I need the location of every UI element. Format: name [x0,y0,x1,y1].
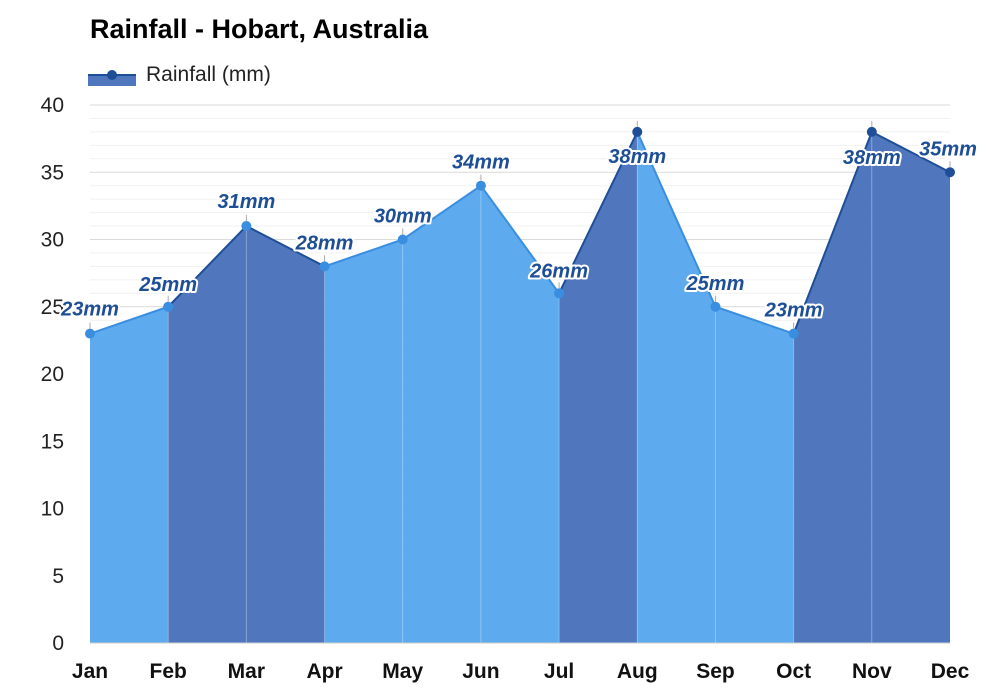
chart-title: Rainfall - Hobart, Australia [90,14,429,44]
data-label-jan: 23mm [60,299,119,321]
x-tick-label: Aug [617,660,658,683]
data-label-jul: 26mm [529,260,588,282]
area-segment-jan [90,306,169,643]
x-tick-label: May [382,660,423,683]
data-label-may: 30mm [374,206,432,228]
area-segment-jun [480,185,560,643]
x-tick-label: Sep [696,660,735,683]
data-point-feb [163,301,174,312]
line-segment-feb [167,225,248,308]
data-label-dec: 35mm [919,138,977,160]
legend-swatch-icon [88,70,136,86]
data-point-aug [632,126,643,137]
data-point-dec [945,167,955,178]
x-tick-label: Jul [544,660,574,683]
area-segment-nov [871,131,950,643]
data-point-nov [866,126,877,137]
y-tick-label: 20 [41,363,64,386]
data-label-apr: 28mm [295,232,354,254]
x-tick-label: Apr [306,660,342,683]
x-tick-label: Jun [462,660,499,683]
area-segment-apr [324,239,403,643]
area-segment-jul [559,131,638,643]
data-point-jan [85,328,95,339]
x-tick-label: Nov [852,660,892,683]
area-segment-may [402,185,481,643]
data-label-mar: 31mm [217,191,275,213]
area-segment-sep [715,306,794,643]
y-tick-label: 30 [41,229,64,252]
data-point-sep [710,301,721,312]
area-segment-feb [168,226,247,644]
data-point-mar [241,221,252,232]
y-tick-label: 35 [41,161,64,184]
y-tick-label: 5 [52,565,64,588]
y-tick-label: 15 [41,430,64,453]
data-point-oct [788,328,799,339]
line-segment-mar [245,225,326,268]
data-label-sep: 25mm [686,273,745,295]
x-tick-label: Jan [72,660,108,683]
data-label-feb: 25mm [138,274,197,296]
data-label-oct: 23mm [764,300,823,322]
y-tick-label: 0 [52,632,64,655]
x-tick-label: Mar [228,660,265,683]
legend-label: Rainfall (mm) [146,63,271,86]
x-tick-label: Oct [776,660,811,683]
area-segment-aug [637,131,716,643]
data-label-aug: 38mm [608,146,666,168]
y-tick-label: 40 [41,94,64,117]
area-segment-oct [793,131,872,643]
chart-legend: Rainfall (mm) [88,60,271,90]
data-point-jun [475,180,486,191]
y-tick-label: 10 [41,498,64,521]
data-point-apr [319,261,330,272]
data-label-jun: 34mm [452,152,510,174]
x-tick-label: Feb [150,660,187,683]
line-segment-jul [558,131,639,294]
y-tick-label: 25 [41,296,64,319]
data-point-may [397,234,408,245]
line-segment-aug [636,131,717,308]
line-segment-jan [89,305,169,335]
area-segment-mar [246,226,325,644]
line-segment-sep [715,305,794,335]
line-segment-jun [480,185,560,294]
line-segment-apr [324,238,404,268]
line-segment-may [402,184,482,241]
x-tick-label: Dec [931,660,970,683]
line-segment-nov [871,131,951,174]
data-label-nov: 38mm [843,147,901,169]
line-segment-oct [792,131,873,335]
data-point-jul [554,288,565,299]
